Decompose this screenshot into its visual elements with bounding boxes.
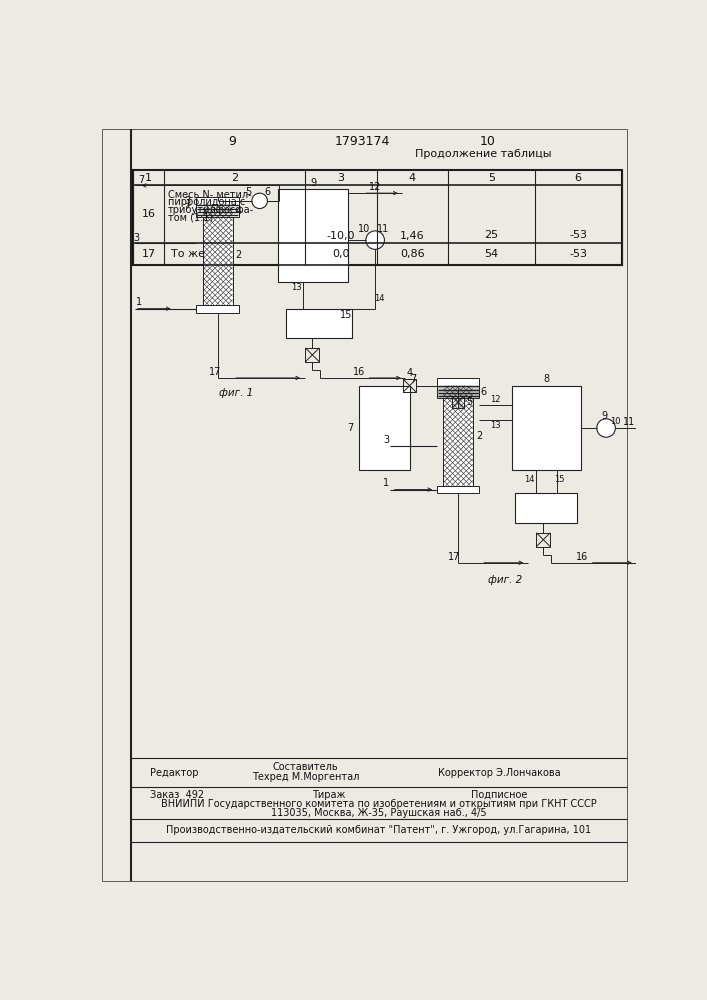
Circle shape xyxy=(252,193,267,209)
Text: Производственно-издательский комбинат "Патент", г. Ужгород, ул.Гагарина, 101: Производственно-издательский комбинат "П… xyxy=(166,825,592,835)
Text: 11: 11 xyxy=(623,417,636,427)
Text: 17: 17 xyxy=(448,552,460,562)
Text: 17: 17 xyxy=(142,249,156,259)
Text: 5: 5 xyxy=(466,397,472,407)
Bar xyxy=(197,197,239,205)
Text: 6: 6 xyxy=(575,173,582,183)
Text: 54: 54 xyxy=(484,249,498,259)
Text: 13: 13 xyxy=(490,421,501,430)
Text: -53: -53 xyxy=(569,249,588,259)
Bar xyxy=(134,170,621,265)
Text: Редактор: Редактор xyxy=(151,768,199,778)
Text: 12: 12 xyxy=(490,395,501,404)
Text: 113035, Москва, Ж-35, Раушская наб., 4/5: 113035, Москва, Ж-35, Раушская наб., 4/5 xyxy=(271,808,487,818)
Text: -53: -53 xyxy=(569,231,588,240)
Text: 17: 17 xyxy=(209,367,222,377)
Text: трибутилфосфа-: трибутилфосфа- xyxy=(168,205,255,215)
Text: 1: 1 xyxy=(383,478,390,488)
Text: Подписное: Подписное xyxy=(471,790,527,800)
Text: 4: 4 xyxy=(409,173,416,183)
Bar xyxy=(286,309,352,338)
Bar xyxy=(203,205,233,305)
Bar xyxy=(359,386,409,470)
Text: том (1:1): том (1:1) xyxy=(168,213,214,223)
Text: 7: 7 xyxy=(138,175,144,185)
Text: 9: 9 xyxy=(310,178,316,188)
Text: 10: 10 xyxy=(610,417,621,426)
Text: То же: То же xyxy=(170,249,204,259)
Text: 12: 12 xyxy=(369,182,381,192)
Text: 3: 3 xyxy=(383,435,390,445)
Text: 16: 16 xyxy=(353,367,365,377)
Text: пирролидона с: пирролидона с xyxy=(168,197,245,207)
Text: 9: 9 xyxy=(602,411,607,421)
Text: 7: 7 xyxy=(347,423,353,433)
Text: 14: 14 xyxy=(525,475,535,484)
Text: 14: 14 xyxy=(374,294,384,303)
Text: 4: 4 xyxy=(407,368,413,378)
Bar xyxy=(515,493,578,523)
Text: 5: 5 xyxy=(245,187,252,197)
Text: 6: 6 xyxy=(480,387,486,397)
Bar xyxy=(437,386,479,398)
Text: 2: 2 xyxy=(231,173,238,183)
Bar xyxy=(197,205,239,217)
Text: Техред М.Моргентал: Техред М.Моргентал xyxy=(252,772,359,782)
Text: 11: 11 xyxy=(377,224,389,234)
Text: фиг. 2: фиг. 2 xyxy=(489,575,522,585)
Circle shape xyxy=(366,231,385,249)
Text: 10: 10 xyxy=(358,224,370,234)
Text: 13: 13 xyxy=(291,283,302,292)
Text: Смесь N- метил-: Смесь N- метил- xyxy=(168,190,252,200)
Text: 9: 9 xyxy=(228,135,235,148)
Text: Продолжение таблицы: Продолжение таблицы xyxy=(416,149,552,159)
Text: Тираж: Тираж xyxy=(312,790,345,800)
Text: 1,46: 1,46 xyxy=(400,231,425,240)
Text: 6: 6 xyxy=(264,187,271,197)
Text: 8: 8 xyxy=(544,374,549,384)
Text: Заказ  492: Заказ 492 xyxy=(151,790,204,800)
Bar xyxy=(279,189,348,282)
Text: 15: 15 xyxy=(554,475,564,484)
Bar xyxy=(437,486,479,493)
Text: 3: 3 xyxy=(134,233,139,243)
Text: 16: 16 xyxy=(142,209,156,219)
Text: 10: 10 xyxy=(479,135,496,148)
Text: 7: 7 xyxy=(410,374,416,384)
Text: 1: 1 xyxy=(146,173,152,183)
Bar xyxy=(443,386,473,486)
Bar xyxy=(512,386,581,470)
Text: ВНИИПИ Государственного комитета по изобретениям и открытиям при ГКНТ СССР: ВНИИПИ Государственного комитета по изоб… xyxy=(161,799,597,809)
Text: 5: 5 xyxy=(488,173,495,183)
Text: 3: 3 xyxy=(184,196,190,206)
Bar xyxy=(197,305,239,312)
Text: 1: 1 xyxy=(136,297,142,307)
Text: 1793174: 1793174 xyxy=(334,135,390,148)
Circle shape xyxy=(597,419,615,437)
Text: 2: 2 xyxy=(235,250,242,260)
Text: 4: 4 xyxy=(235,206,242,216)
Text: 25: 25 xyxy=(484,231,498,240)
Text: Составитель: Составитель xyxy=(273,762,338,772)
Text: 0,86: 0,86 xyxy=(400,249,425,259)
Text: 3: 3 xyxy=(337,173,344,183)
Text: -10,0: -10,0 xyxy=(327,231,356,240)
Text: 0,0: 0,0 xyxy=(332,249,350,259)
Text: 15: 15 xyxy=(339,310,352,320)
Bar xyxy=(437,378,479,386)
Text: 16: 16 xyxy=(576,552,588,562)
Text: фиг. 1: фиг. 1 xyxy=(218,388,252,398)
Text: Корректор Э.Лончакова: Корректор Э.Лончакова xyxy=(438,768,561,778)
Text: 2: 2 xyxy=(476,431,482,441)
